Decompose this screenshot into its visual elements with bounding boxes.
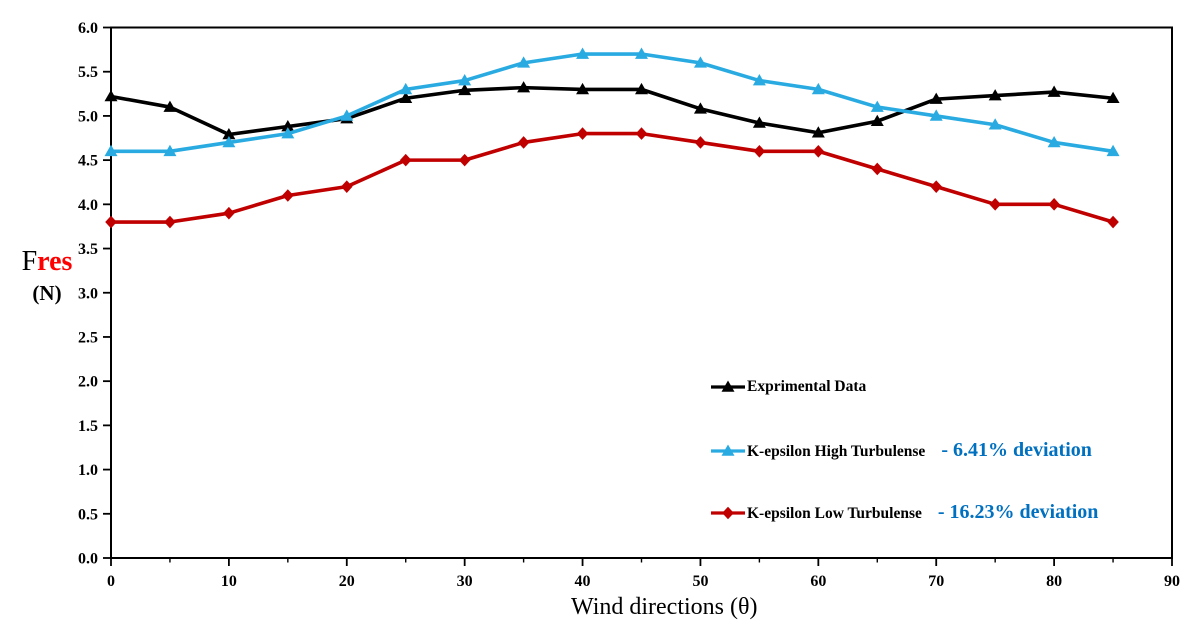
legend-deviation-k-epsilon-high: - 6.41% deviation xyxy=(941,439,1092,461)
legend-deviation-k-epsilon-low: - 16.23% deviation xyxy=(937,501,1099,523)
svg-text:2.5: 2.5 xyxy=(78,329,98,346)
svg-text:50: 50 xyxy=(692,573,708,590)
svg-text:4.0: 4.0 xyxy=(78,197,98,214)
svg-text:6.0: 6.0 xyxy=(78,20,98,37)
legend-label-k-epsilon-low: K-epsilon Low Turbulense xyxy=(747,505,922,522)
legend-item-experimental: Exprimental Data xyxy=(711,378,866,396)
svg-text:60: 60 xyxy=(810,573,826,590)
svg-text:5.5: 5.5 xyxy=(78,64,98,81)
series-1-line xyxy=(104,47,1120,157)
svg-text:0.0: 0.0 xyxy=(78,551,98,568)
x-axis-title: Wind directions (θ) xyxy=(571,594,758,620)
svg-text:70: 70 xyxy=(928,573,944,590)
legend-swatch-experimental-icon xyxy=(711,380,745,392)
legend-label-k-epsilon-high: K-epsilon High Turbulense xyxy=(747,443,926,460)
y-axis-label: Fres (N) xyxy=(4,246,90,305)
legend-swatch-k-epsilon-high-icon xyxy=(711,444,745,456)
svg-text:1.0: 1.0 xyxy=(78,462,98,479)
legend-item-k-epsilon-low: K-epsilon Low Turbulense - 16.23% deviat… xyxy=(711,501,1098,524)
y-axis-unit: (N) xyxy=(32,281,62,306)
svg-text:4.5: 4.5 xyxy=(78,153,98,170)
svg-text:30: 30 xyxy=(457,573,473,590)
legend-label-experimental: Exprimental Data xyxy=(747,378,867,395)
y-axis-ticks: 0.0 0.5 1.0 1.5 2.0 2.5 3.0 3.5 4.0 4.5 5.0 5.5 6.0 xyxy=(78,20,111,568)
svg-text:40: 40 xyxy=(575,573,591,590)
svg-text:3.5: 3.5 xyxy=(78,241,98,258)
svg-text:1.5: 1.5 xyxy=(78,418,98,435)
svg-text:0.5: 0.5 xyxy=(78,506,98,523)
svg-text:20: 20 xyxy=(339,573,355,590)
legend-swatch-k-epsilon-low-icon xyxy=(711,506,745,519)
series-2-line xyxy=(105,127,1119,229)
svg-text:10: 10 xyxy=(221,573,237,590)
y-axis-label-prefix: F xyxy=(21,246,38,277)
svg-text:3.0: 3.0 xyxy=(78,285,98,302)
series-0-line xyxy=(104,81,1120,140)
plot-border xyxy=(110,26,1173,559)
y-axis-label-text: Fres xyxy=(4,246,90,278)
x-axis-ticks: 0 10 20 30 40 50 60 70 80 90 xyxy=(107,558,1180,590)
svg-text:2.0: 2.0 xyxy=(78,374,98,391)
legend-item-k-epsilon-high: K-epsilon High Turbulense - 6.41% deviat… xyxy=(711,439,1092,462)
svg-text:80: 80 xyxy=(1046,573,1062,590)
y-axis-label-highlight: res xyxy=(37,246,73,277)
svg-text:0: 0 xyxy=(107,573,115,590)
svg-text:5.0: 5.0 xyxy=(78,108,98,125)
svg-text:90: 90 xyxy=(1164,573,1180,590)
